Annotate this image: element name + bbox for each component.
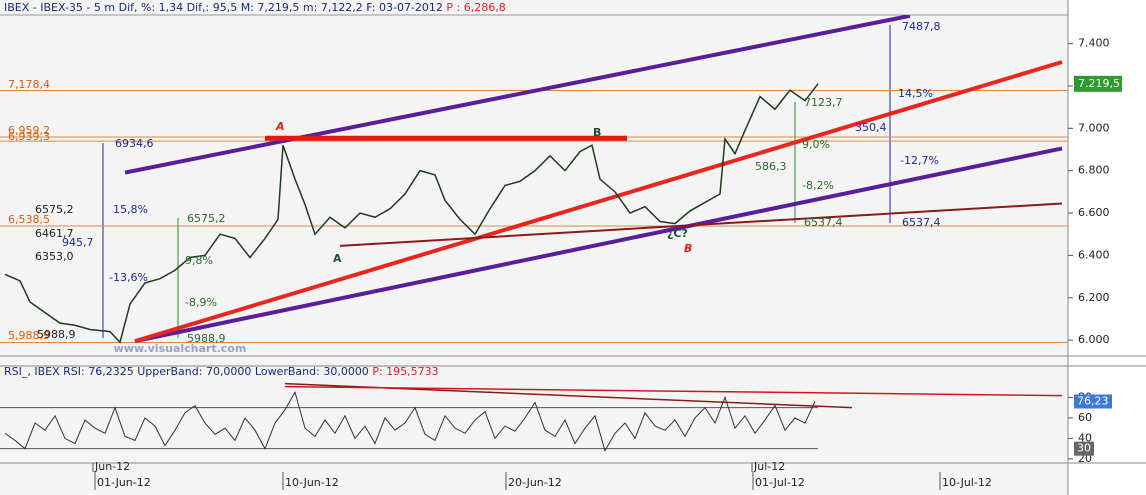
y-tick-label: 7.000 bbox=[1078, 121, 1110, 134]
level-label: 6,959,2 bbox=[8, 124, 50, 137]
x-tick-label: Jun-12 bbox=[94, 460, 130, 473]
rsi-header: RSI_, IBEX RSI: 76,2325 UpperBand: 70,00… bbox=[4, 365, 439, 378]
annotation: 9,8% bbox=[185, 254, 213, 267]
annotation: A bbox=[333, 252, 342, 265]
x-tick-label: 01-Jun-12 bbox=[97, 476, 151, 489]
annotation: 7487,8 bbox=[902, 20, 941, 33]
rsi-y-tick-label: 40 bbox=[1078, 431, 1092, 444]
annotation: -8,2% bbox=[802, 179, 834, 192]
last-price: 7.219,5 bbox=[1078, 77, 1120, 90]
annotation: -12,7% bbox=[900, 154, 939, 167]
level-label: 6,939,3 bbox=[8, 130, 50, 143]
annotation: 6934,6 bbox=[115, 137, 154, 150]
annotation: 9,0% bbox=[802, 138, 830, 151]
rsi-line bbox=[4, 390, 816, 452]
x-tick-label: 10-Jun-12 bbox=[285, 476, 339, 489]
y-tick-label: 6.600 bbox=[1078, 206, 1110, 219]
annotation: 586,3 bbox=[755, 160, 787, 173]
annotation: 6353,0 bbox=[35, 250, 74, 263]
trendline bbox=[134, 146, 1063, 344]
rsi-header-text: RSI_, IBEX RSI: 76,2325 UpperBand: 70,00… bbox=[4, 365, 369, 378]
level-label: 5,988,9 bbox=[8, 329, 50, 342]
y-tick-label: 6.400 bbox=[1078, 248, 1110, 261]
x-tick-label: 10-Jul-12 bbox=[942, 476, 992, 489]
price-line bbox=[4, 83, 819, 344]
annotation: B bbox=[684, 242, 692, 255]
rsi-trendline bbox=[284, 385, 1063, 397]
x-tick-label: Jul-12 bbox=[753, 460, 785, 473]
annotation: 6575,2 bbox=[35, 203, 74, 216]
rsi-last-box bbox=[1074, 394, 1112, 409]
level-label: 7,178,4 bbox=[8, 78, 50, 91]
annotation: A bbox=[275, 120, 285, 133]
y-tick-label: 6.800 bbox=[1078, 164, 1110, 177]
annotation: ¿C? bbox=[667, 227, 688, 240]
annotation: 14,5% bbox=[898, 87, 933, 100]
trendline bbox=[339, 202, 1063, 247]
annotation: 350,4 bbox=[855, 121, 887, 134]
y-tick-label: 6.000 bbox=[1078, 333, 1110, 346]
rsi-last: 76,23 bbox=[1077, 395, 1109, 408]
level-label: 6,538,5 bbox=[8, 213, 50, 226]
annotation: 5988,9 bbox=[187, 332, 226, 345]
rsi-header-p: P: 195,5733 bbox=[372, 365, 438, 378]
trendline bbox=[134, 60, 1063, 344]
annotation: 7123,7 bbox=[804, 96, 843, 109]
rsi-band-label: 30 bbox=[1077, 442, 1091, 455]
x-tick-label: 20-Jun-12 bbox=[508, 476, 562, 489]
y-tick-label: 6.200 bbox=[1078, 291, 1110, 304]
annotation: 945,7 bbox=[62, 236, 94, 249]
annotation: 5988,9 bbox=[37, 328, 76, 341]
watermark: www.visualchart.com bbox=[114, 342, 247, 355]
header-price: P : 6,286,8 bbox=[446, 1, 505, 14]
annotation: 15,8% bbox=[113, 203, 148, 216]
annotation: B bbox=[593, 126, 601, 139]
header-text: IBEX - IBEX-35 - 5 m Dif, %: 1,34 Dif,: … bbox=[4, 1, 443, 14]
annotation: 6537,4 bbox=[804, 216, 843, 229]
y-tick-label: 7.400 bbox=[1078, 37, 1110, 50]
trendline bbox=[124, 15, 911, 175]
annotation: -8,9% bbox=[185, 296, 217, 309]
annotation: 6537,4 bbox=[902, 216, 941, 229]
annotation: 6575,2 bbox=[187, 212, 226, 225]
rsi-y-tick-label: 60 bbox=[1078, 411, 1092, 424]
annotation: 6461,7 bbox=[35, 227, 74, 240]
annotation: -13,6% bbox=[109, 271, 148, 284]
rsi-band-box bbox=[1074, 441, 1094, 456]
header: IBEX - IBEX-35 - 5 m Dif, %: 1,34 Dif,: … bbox=[4, 1, 506, 14]
x-tick-label: 01-Jul-12 bbox=[755, 476, 805, 489]
last-price-box bbox=[1074, 75, 1122, 92]
